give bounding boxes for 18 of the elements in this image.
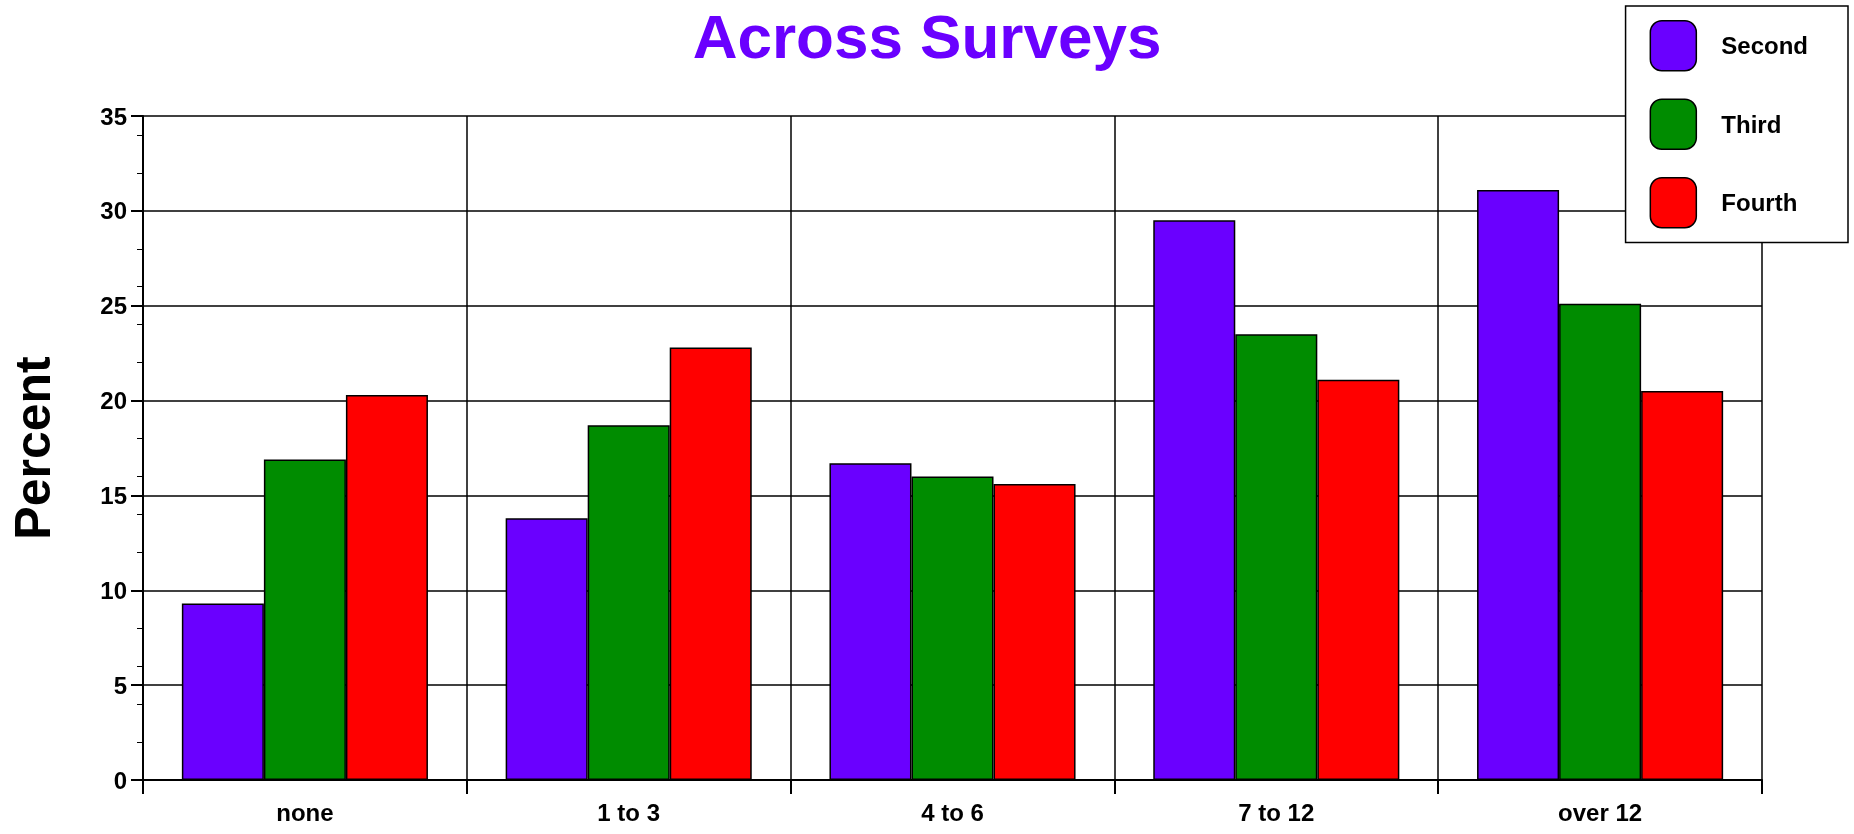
legend-label: Fourth (1721, 189, 1798, 217)
y-tick-label: 0 (113, 766, 127, 794)
y-tick-label: 35 (100, 102, 127, 130)
x-tick-label: over 12 (1558, 798, 1643, 826)
x-tick-label: 1 to 3 (597, 798, 661, 826)
y-tick-label: 20 (100, 387, 127, 415)
legend-label: Third (1721, 110, 1782, 138)
y-tick-label: 30 (100, 197, 127, 225)
y-axis-title: Percent (5, 355, 61, 540)
legend-label: Second (1721, 32, 1808, 60)
x-tick-label: none (276, 798, 334, 826)
y-tick-label: 5 (113, 671, 127, 699)
y-tick-label: 10 (100, 576, 127, 604)
x-tick-label: 7 to 12 (1238, 798, 1315, 826)
y-tick-label: 15 (100, 481, 127, 509)
y-tick-label: 25 (100, 292, 127, 320)
chart-title: Across Surveys (692, 1, 1162, 71)
x-tick-label: 4 to 6 (921, 798, 984, 826)
